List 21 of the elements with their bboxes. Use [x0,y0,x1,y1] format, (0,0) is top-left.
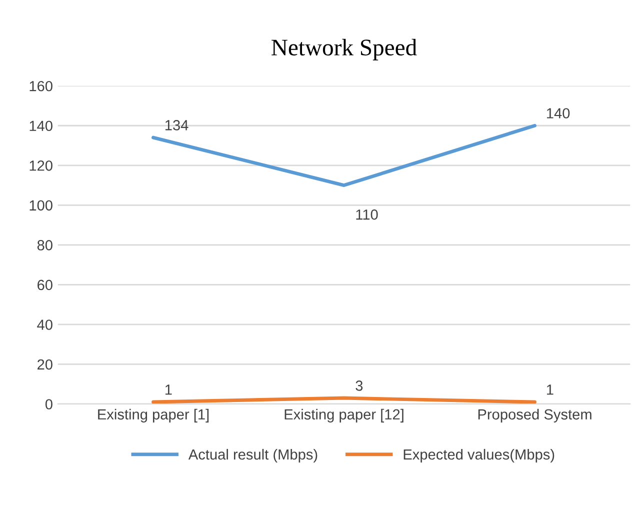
y-tick-label: 160 [30,80,52,92]
data-label: 110 [356,209,378,220]
data-label: 134 [165,120,188,130]
y-tick-label: 100 [30,200,52,211]
y-tick-label: 20 [38,359,52,370]
data-label: 1 [546,384,554,395]
y-tick-label: 60 [38,280,52,290]
y-tick-label: 40 [37,320,52,330]
y-tick-label: 0 [45,399,52,410]
x-tick-label: Existing paper [1] [98,408,209,422]
legend-label: Expected values(Mbps) [404,448,554,463]
chart-title: Network Speed [272,38,417,60]
data-label: 140 [546,108,570,118]
data-label: 3 [356,380,363,391]
y-tick-label: 80 [37,240,52,250]
data-label: 1 [165,384,172,395]
x-tick-label: Proposed System [478,408,592,422]
x-tick-label: Existing paper [12] [284,408,404,422]
legend-label: Actual result (Mbps) [188,448,318,463]
y-tick-label: 140 [30,120,52,132]
y-tick-label: 120 [30,160,52,171]
